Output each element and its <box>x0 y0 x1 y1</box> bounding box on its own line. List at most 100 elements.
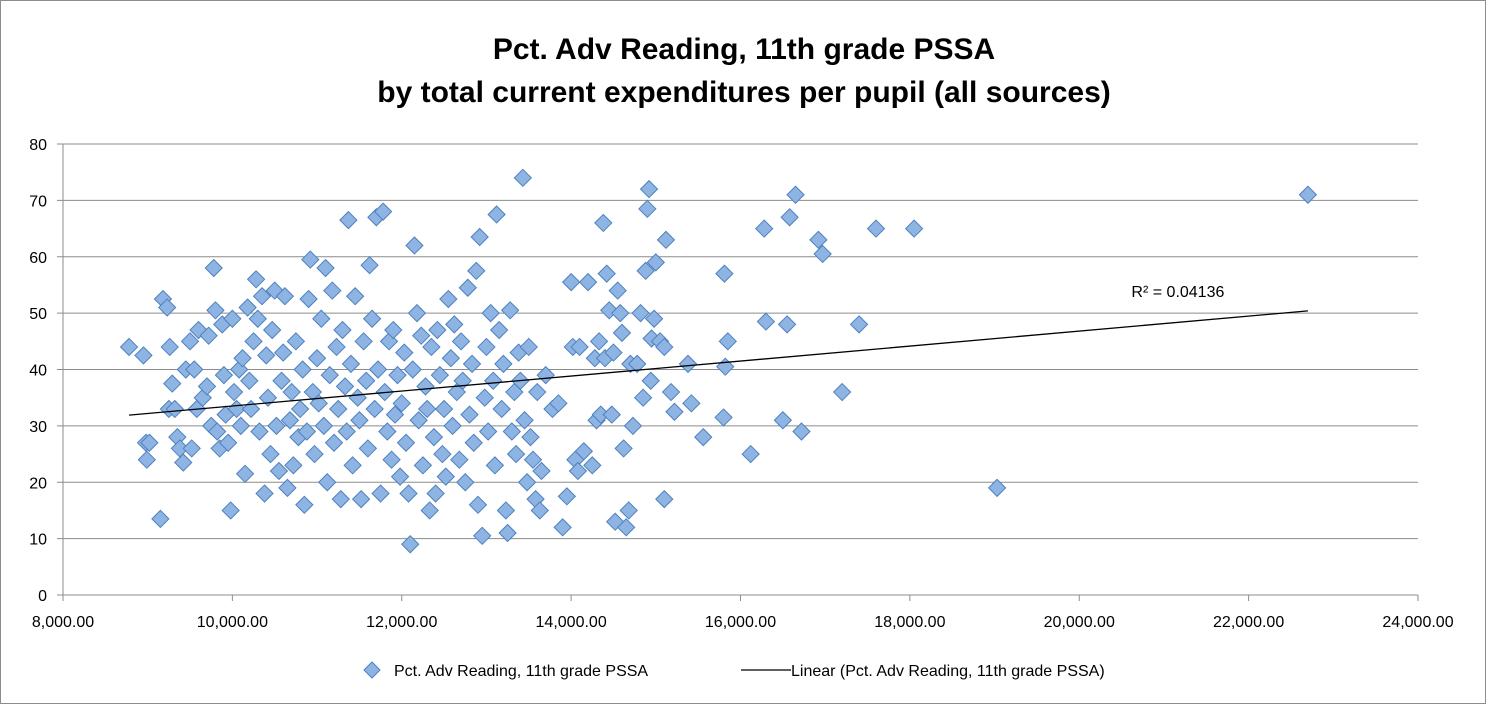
data-point <box>362 309 382 328</box>
y-tick-label: 20 <box>29 475 47 492</box>
data-point <box>350 411 369 430</box>
data-point <box>638 199 657 219</box>
data-point <box>273 343 293 362</box>
data-point <box>371 484 390 503</box>
data-point <box>530 501 549 520</box>
y-tick-label: 50 <box>29 306 47 323</box>
data-point <box>368 360 388 379</box>
data-point <box>246 270 266 289</box>
data-point <box>312 309 331 328</box>
data-point <box>163 374 182 393</box>
data-point <box>777 315 797 334</box>
data-point <box>715 264 734 283</box>
data-point <box>450 450 469 469</box>
data-point <box>157 298 177 317</box>
trendline-layer: R² = 0.04136 <box>128 284 1308 416</box>
data-point <box>636 261 655 281</box>
data-point <box>1298 185 1318 204</box>
data-point <box>574 442 594 461</box>
data-point <box>460 405 479 424</box>
data-point <box>578 272 598 292</box>
data-point <box>716 357 735 376</box>
data-point <box>484 371 503 390</box>
x-tick-label: 8,000.00 <box>32 614 94 631</box>
data-point <box>496 501 516 520</box>
data-point <box>426 484 445 503</box>
data-point <box>536 365 555 385</box>
data-point <box>206 301 225 320</box>
data-point <box>656 230 676 250</box>
data-point <box>494 354 513 374</box>
data-point <box>718 332 738 351</box>
data-point <box>500 301 520 320</box>
data-point <box>297 422 317 441</box>
data-point <box>316 258 335 278</box>
data-point <box>420 501 439 520</box>
data-point <box>399 484 418 503</box>
data-point <box>528 382 547 402</box>
data-point <box>714 408 733 427</box>
data-point <box>339 210 358 230</box>
data-point <box>329 399 348 419</box>
data-point <box>286 332 306 351</box>
data-point <box>458 278 478 297</box>
data-point <box>333 320 352 340</box>
data-point <box>682 394 701 413</box>
legend-marker-diamond <box>363 661 381 679</box>
data-point <box>241 399 261 419</box>
data-point <box>498 523 517 543</box>
data-point <box>207 422 227 441</box>
data-point <box>134 346 153 365</box>
data-point <box>180 332 200 351</box>
data-point <box>248 309 267 328</box>
x-tick-label: 10,000.00 <box>197 614 268 631</box>
data-point <box>434 399 454 419</box>
data-point <box>616 518 636 537</box>
data-point <box>631 303 650 323</box>
data-point <box>468 495 488 515</box>
data-point <box>604 343 623 362</box>
data-point <box>661 382 681 402</box>
data-point <box>262 320 282 340</box>
data-point <box>513 168 533 188</box>
data-point <box>780 208 799 227</box>
data-point <box>290 399 310 419</box>
data-point <box>678 354 698 374</box>
data-point <box>413 456 433 475</box>
data-point <box>320 365 339 385</box>
data-point <box>244 332 263 351</box>
data-point <box>409 411 428 430</box>
data-point <box>360 255 379 275</box>
gridlines <box>63 143 1418 540</box>
data-point <box>412 326 431 345</box>
y-tick-label: 30 <box>29 419 47 436</box>
chart-title-line-1: Pct. Adv Reading, 11th grade PSSA <box>493 33 995 66</box>
data-point <box>385 405 405 424</box>
data-point <box>623 416 643 436</box>
data-point <box>388 365 407 385</box>
legend: Pct. Adv Reading, 11th grade PSSA Linear… <box>363 661 1105 680</box>
data-point <box>439 289 458 309</box>
data-point <box>403 360 422 379</box>
data-point <box>583 456 602 475</box>
data-point <box>597 264 616 283</box>
data-point <box>261 444 280 464</box>
data-point <box>165 399 184 419</box>
data-point <box>365 399 384 419</box>
data-point <box>257 346 276 365</box>
data-point <box>269 461 289 481</box>
data-point <box>392 394 411 413</box>
data-point <box>235 464 255 484</box>
data-point <box>441 349 461 368</box>
data-point <box>773 411 793 430</box>
data-point <box>373 202 393 221</box>
data-point <box>356 371 376 390</box>
data-point <box>280 411 300 430</box>
data-point <box>137 450 157 469</box>
data-point <box>627 354 647 374</box>
legend-label-trendline: Linear (Pct. Adv Reading, 11th grade PSS… <box>791 663 1105 680</box>
data-point <box>223 309 242 328</box>
data-point <box>407 303 427 323</box>
x-tick-label: 18,000.00 <box>874 614 945 631</box>
